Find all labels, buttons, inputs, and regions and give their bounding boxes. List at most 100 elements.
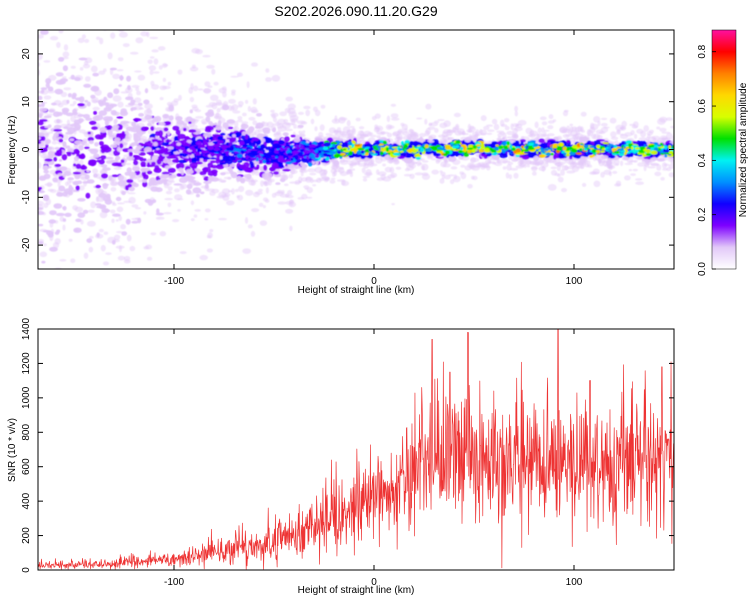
heatmap-cell xyxy=(251,208,260,213)
heatmap-cell xyxy=(215,164,225,170)
heatmap-cell xyxy=(349,163,357,167)
heatmap-cell xyxy=(62,141,67,147)
heatmap-cell xyxy=(612,170,618,174)
heatmap-cell xyxy=(237,119,243,123)
heatmap-cell xyxy=(59,166,68,171)
heatmap-cell xyxy=(207,188,215,192)
heatmap-cell xyxy=(617,129,621,134)
heatmap-cell xyxy=(257,188,263,192)
heatmap-cell xyxy=(495,144,499,147)
heatmap-cell xyxy=(218,217,228,221)
heatmap-cell xyxy=(325,133,332,136)
heatmap-cell xyxy=(72,100,77,105)
heatmap-cell xyxy=(168,174,177,179)
heatmap-cell xyxy=(643,125,650,132)
heatmap-cell xyxy=(75,97,82,101)
heatmap-cell xyxy=(534,121,539,129)
heatmap-cell xyxy=(159,231,167,237)
heatmap-cell xyxy=(177,162,185,170)
heatmap-cell xyxy=(346,171,354,175)
heatmap-cell xyxy=(142,179,148,183)
heatmap-cell xyxy=(467,184,473,189)
heatmap-cell xyxy=(339,131,348,137)
heatmap-cell xyxy=(320,169,327,172)
heatmap-cell xyxy=(254,171,260,176)
heatmap-cell xyxy=(205,116,211,123)
heatmap-cell xyxy=(79,159,84,166)
heatmap-cell xyxy=(272,127,277,133)
heatmap-cell xyxy=(85,192,91,199)
heatmap-cell xyxy=(88,246,94,253)
heatmap-cell xyxy=(390,103,397,107)
heatmap-cell xyxy=(600,171,605,178)
heatmap-cell xyxy=(285,128,293,132)
heatmap-cell xyxy=(668,163,674,169)
heatmap-cell xyxy=(149,36,159,40)
heatmap-cell xyxy=(88,235,94,239)
heatmap-cell xyxy=(199,128,206,131)
heatmap-cell xyxy=(65,145,71,149)
heatmap-cell xyxy=(86,220,96,227)
heatmap-cell xyxy=(232,110,241,114)
heatmap-cell xyxy=(444,174,451,180)
heatmap-cell xyxy=(397,128,405,135)
heatmap-cell xyxy=(112,73,120,80)
heatmap-cell xyxy=(245,189,254,196)
heatmap-cell xyxy=(126,179,134,184)
heatmap-cell xyxy=(300,170,304,177)
heatmap-cell xyxy=(513,172,519,179)
heatmap-cell xyxy=(265,77,272,82)
heatmap-cell xyxy=(67,127,77,134)
heatmap-cell xyxy=(139,117,147,123)
heatmap-cell xyxy=(189,66,199,72)
heatmap-cell xyxy=(275,182,281,185)
heatmap-cell xyxy=(207,232,213,239)
heatmap-cell xyxy=(107,92,114,99)
heatmap-cell xyxy=(230,171,238,179)
heatmap-cell xyxy=(263,164,268,171)
heatmap-cell xyxy=(158,130,164,137)
heatmap-cell xyxy=(635,181,644,185)
heatmap-cell xyxy=(189,162,198,168)
heatmap-cell xyxy=(195,116,204,119)
heatmap-cell xyxy=(473,163,482,168)
heatmap-cell xyxy=(99,37,104,45)
heatmap-cell xyxy=(112,95,122,102)
heatmap-cell xyxy=(228,126,234,130)
heatmap-cell xyxy=(654,171,662,177)
heatmap-cell xyxy=(112,124,120,129)
heatmap-cell xyxy=(566,139,571,143)
heatmap-cell xyxy=(661,131,671,134)
heatmap-cell xyxy=(500,157,508,164)
heatmap-cell xyxy=(69,138,75,142)
heatmap-cell xyxy=(394,158,400,164)
heatmap-cell xyxy=(209,229,214,233)
heatmap-cell xyxy=(288,164,296,168)
heatmap-cell xyxy=(167,158,172,165)
heatmap-cell xyxy=(541,127,545,134)
heatmap-cell xyxy=(204,208,211,213)
heatmap-cell xyxy=(557,173,561,177)
heatmap-cell xyxy=(668,172,674,178)
heatmap-cell xyxy=(72,92,77,98)
heatmap-cell xyxy=(206,248,213,253)
heatmap-cell xyxy=(46,181,53,188)
heatmap-cell xyxy=(161,171,170,175)
heatmap-cell xyxy=(150,172,159,176)
heatmap-cell xyxy=(431,158,437,161)
heatmap-cell xyxy=(110,32,116,39)
heatmap-cell xyxy=(252,98,257,105)
heatmap-cell xyxy=(176,120,184,125)
heatmap-cell xyxy=(539,116,547,121)
heatmap-cell xyxy=(656,158,666,162)
heatmap-cell xyxy=(38,62,41,67)
heatmap-cell xyxy=(127,102,135,106)
heatmap-cell xyxy=(68,238,73,242)
heatmap-cell xyxy=(205,183,209,190)
heatmap-cell xyxy=(624,162,633,166)
heatmap-cell xyxy=(650,163,660,166)
heatmap-cell xyxy=(237,194,244,201)
heatmap-cell xyxy=(138,107,144,110)
heatmap-cell xyxy=(92,72,99,77)
heatmap-cell xyxy=(232,134,236,138)
